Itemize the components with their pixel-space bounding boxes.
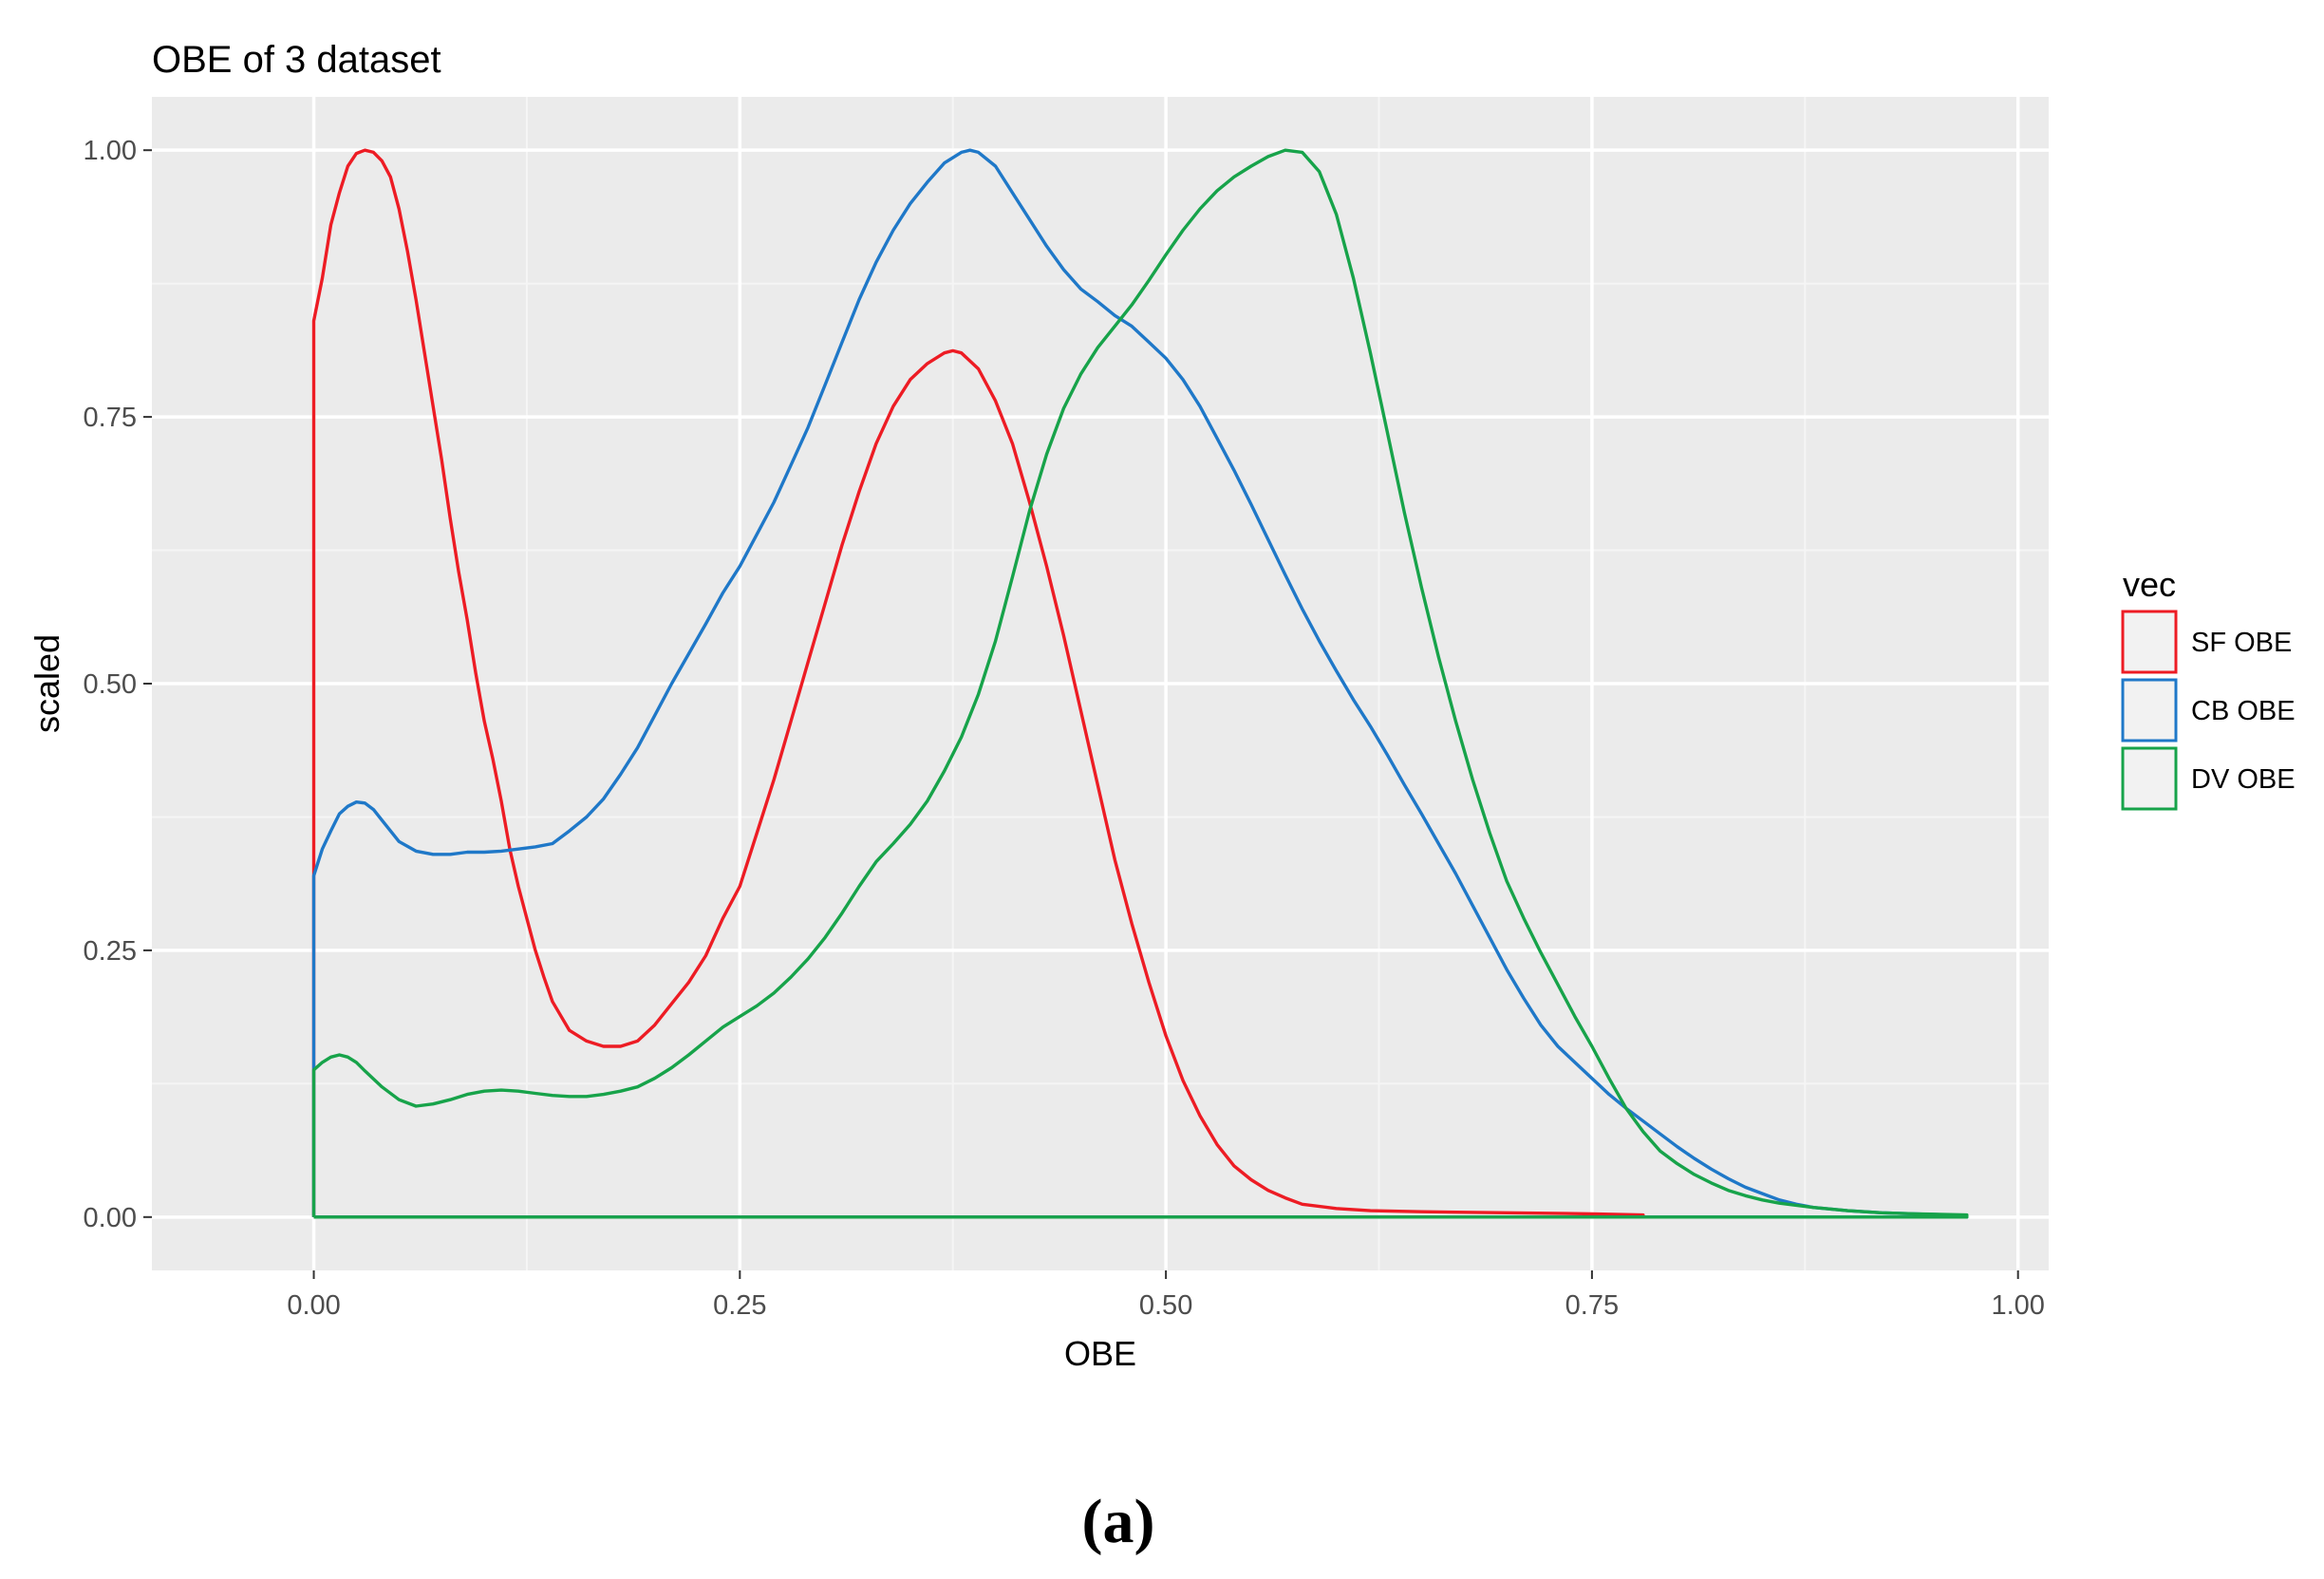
- y-tick-label: 0.50: [84, 669, 137, 700]
- series-line-cb-obe: [311, 148, 1969, 1219]
- y-axis: 0.00 0.25 0.50 0.75 1.00: [84, 136, 152, 1233]
- series-line-dv-obe: [311, 148, 1969, 1219]
- legend-key-cb-obe: [2121, 678, 2178, 743]
- legend: vec SF OBE CB OBE DV OBE: [2121, 565, 2296, 811]
- legend-key-dv-obe: [2121, 746, 2178, 811]
- x-tick-label: 1.00: [1991, 1290, 2044, 1321]
- legend-title: vec: [2123, 565, 2176, 604]
- x-axis-title: OBE: [1064, 1334, 1136, 1373]
- y-tick-label: 1.00: [84, 136, 137, 166]
- legend-label-sf-obe: SF OBE: [2191, 628, 2292, 658]
- chart-title: OBE of 3 dataset: [152, 39, 441, 81]
- legend-label-cb-obe: CB OBE: [2191, 696, 2296, 726]
- y-axis-title: scaled: [28, 634, 66, 733]
- legend-key-sf-obe: [2121, 610, 2178, 674]
- series-layer: [311, 148, 1969, 1219]
- x-tick-label: 0.00: [287, 1290, 340, 1321]
- y-tick-label: 0.00: [84, 1203, 137, 1233]
- y-tick-label: 0.75: [84, 403, 137, 433]
- x-tick-label: 0.75: [1565, 1290, 1619, 1321]
- x-axis: 0.00 0.25 0.50 0.75 1.00: [287, 1270, 2045, 1321]
- figure-caption: (a): [1082, 1487, 1155, 1556]
- y-tick-label: 0.25: [84, 936, 137, 967]
- x-tick-label: 0.25: [713, 1290, 766, 1321]
- series-line-sf-obe: [311, 148, 1645, 1219]
- legend-label-dv-obe: DV OBE: [2191, 764, 2296, 795]
- x-tick-label: 0.50: [1139, 1290, 1192, 1321]
